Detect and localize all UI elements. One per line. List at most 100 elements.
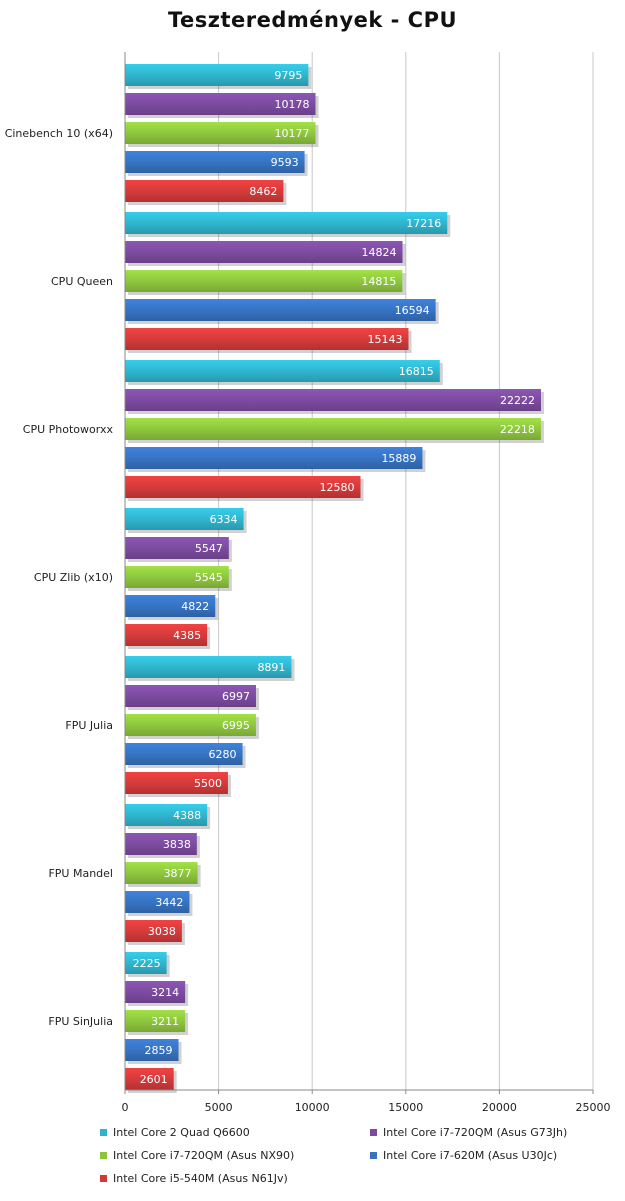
bar <box>125 122 316 144</box>
bar-value-label: 9795 <box>274 69 302 82</box>
category-label: Cinebench 10 (x64) <box>5 127 113 140</box>
legend-swatch <box>370 1152 377 1159</box>
legend-label: Intel Core i5-540M (Asus N61Jv) <box>113 1172 288 1185</box>
bar <box>125 624 208 646</box>
bar <box>125 447 423 469</box>
bar-value-label: 5500 <box>194 777 222 790</box>
bar-value-label: 6334 <box>210 513 238 526</box>
bar <box>125 537 229 559</box>
bar-value-label: 14824 <box>362 246 397 259</box>
bar-value-label: 4388 <box>173 809 201 822</box>
bar-value-label: 3214 <box>151 986 179 999</box>
grid-layer <box>218 52 594 1090</box>
bar-value-label: 3211 <box>151 1015 179 1028</box>
x-tick-label: 0 <box>122 1101 129 1114</box>
bar <box>125 981 186 1003</box>
bar <box>125 476 361 498</box>
bar <box>125 241 403 263</box>
bar <box>125 212 448 234</box>
bar <box>125 833 197 855</box>
bar-value-label: 22222 <box>500 394 535 407</box>
category-label: FPU Mandel <box>48 867 113 880</box>
bar-value-label: 6280 <box>209 748 237 761</box>
legend-label: Intel Core i7-620M (Asus U30Jc) <box>383 1149 558 1162</box>
bar <box>125 952 167 974</box>
bar-value-label: 5545 <box>195 571 223 584</box>
bar-value-label: 6997 <box>222 690 250 703</box>
bar <box>125 891 190 913</box>
legend-item: Intel Core i5-540M (Asus N61Jv) <box>100 1170 370 1187</box>
bar <box>125 743 243 765</box>
bar <box>125 299 436 321</box>
bar-value-label: 3877 <box>164 867 192 880</box>
bar <box>125 1068 174 1090</box>
x-tick-label: 5000 <box>205 1101 233 1114</box>
bar-value-label: 15889 <box>381 452 416 465</box>
chart-title: Teszteredmények - CPU <box>167 8 458 32</box>
bar-value-label: 3838 <box>163 838 191 851</box>
bar-value-label: 16815 <box>399 365 434 378</box>
bar <box>125 360 440 382</box>
legend-swatch <box>100 1129 107 1136</box>
legend-label: Intel Core i7-720QM (Asus NX90) <box>113 1149 295 1162</box>
bar <box>125 772 228 794</box>
legend-swatch <box>100 1175 107 1182</box>
legend-item: Intel Core i7-720QM (Asus G73Jh) <box>370 1124 610 1141</box>
bars-layer: 9795 10178 10177 9593 8462 17216 14824 14815 165… <box>125 64 544 1093</box>
bar-value-label: 22218 <box>500 423 535 436</box>
bar-value-label: 8462 <box>249 185 277 198</box>
bar-value-label: 6995 <box>222 719 250 732</box>
bar-value-label: 2225 <box>133 957 161 970</box>
bar-value-label: 12580 <box>319 481 354 494</box>
x-tick-label: 25000 <box>576 1101 611 1114</box>
legend-swatch <box>370 1129 377 1136</box>
legend-label: Intel Core 2 Quad Q6600 <box>113 1126 250 1139</box>
bar <box>125 685 256 707</box>
bar <box>125 1039 179 1061</box>
bar-value-label: 8891 <box>257 661 285 674</box>
bar-value-label: 17216 <box>406 217 441 230</box>
x-tick-label: 10000 <box>295 1101 330 1114</box>
bar-value-label: 9593 <box>271 156 299 169</box>
category-label: CPU Photoworxx <box>23 423 114 436</box>
legend-item: Intel Core 2 Quad Q6600 <box>100 1124 370 1141</box>
bar <box>125 93 316 115</box>
bar <box>125 508 244 530</box>
bar-value-label: 15143 <box>367 333 402 346</box>
bar <box>125 151 305 173</box>
bar <box>125 566 229 588</box>
bar <box>125 920 182 942</box>
bar-value-label: 2601 <box>140 1073 168 1086</box>
bar <box>125 595 216 617</box>
bar <box>125 1010 186 1032</box>
category-label: FPU Julia <box>65 719 113 732</box>
bar-value-label: 10178 <box>275 98 310 111</box>
bar-value-label: 16594 <box>395 304 430 317</box>
bar <box>125 862 198 884</box>
category-label: FPU SinJulia <box>48 1015 113 1028</box>
legend: Intel Core 2 Quad Q6600 Intel Core i7-720… <box>100 1124 610 1187</box>
bar <box>125 389 541 411</box>
bar <box>125 180 284 202</box>
bar-chart: 9795 10178 10177 9593 8462 17216 14824 14815 165… <box>5 52 611 1114</box>
legend-swatch <box>100 1152 107 1159</box>
legend-item: Intel Core i7-720QM (Asus NX90) <box>100 1147 370 1164</box>
bar <box>125 714 256 736</box>
bar <box>125 328 409 350</box>
bar-value-label: 2859 <box>145 1044 173 1057</box>
bar <box>125 64 309 86</box>
bar-value-label: 14815 <box>361 275 396 288</box>
category-label: CPU Zlib (x10) <box>34 571 113 584</box>
bar-value-label: 4822 <box>181 600 209 613</box>
legend-label: Intel Core i7-720QM (Asus G73Jh) <box>383 1126 568 1139</box>
category-label: CPU Queen <box>51 275 113 288</box>
legend-item: Intel Core i7-620M (Asus U30Jc) <box>370 1147 610 1164</box>
axis-layer: 0 5000 10000 15000 20000 25000 Cinebench 10 (x… <box>5 52 611 1114</box>
bar-value-label: 5547 <box>195 542 223 555</box>
bar <box>125 418 541 440</box>
bar <box>125 656 292 678</box>
bar <box>125 270 403 292</box>
x-tick-label: 15000 <box>388 1101 423 1114</box>
bar-value-label: 3442 <box>155 896 183 909</box>
bar <box>125 804 208 826</box>
